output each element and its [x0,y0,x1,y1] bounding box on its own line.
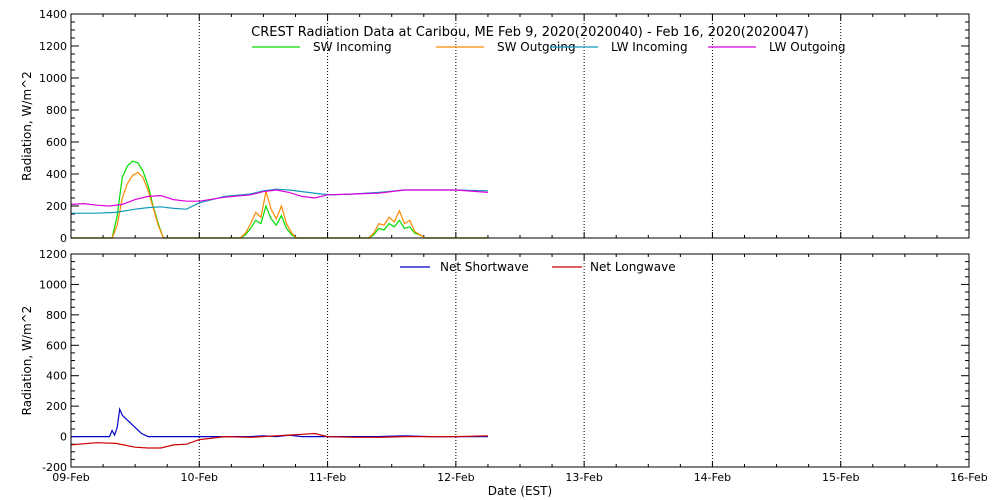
series-line-sw-outgoing [71,171,488,239]
x-tick-label: 09-Feb [52,471,89,484]
series-line-lw-outgoing [70,189,488,207]
y-tick-label: 800 [46,104,67,117]
legend-label: LW Outgoing [769,40,846,54]
upper-panel-sw-lw: 0 200 400 600 800 1000 1200 1400 Radiation, W/m^… [20,8,970,245]
plot-frame [70,13,970,239]
x-tick-label: 10-Feb [181,471,218,484]
legend-label: SW Outgoing [497,40,576,54]
x-tick-label: 13-Feb [565,471,602,484]
y-tick-label: 1000 [39,278,67,291]
lower-panel-net: -200 0 200 400 600 800 1000 1200 Radiation, W/m^… [20,248,970,474]
x-axis-label: Date (EST) [488,484,552,498]
y-tick-label: 400 [46,370,67,383]
y-tick-label: 1200 [39,248,67,261]
y-tick-label: 1200 [39,40,67,53]
x-tick-label: 16-Feb [950,471,987,484]
x-tick-label: 12-Feb [437,471,474,484]
y-tick-label: -200 [42,461,67,474]
x-tick-label: 15-Feb [822,471,859,484]
y-axis-label: Radiation, W/m^2 [20,306,34,416]
chart-title: CREST Radiation Data at Caribou, ME Feb … [251,25,809,40]
legend-label: SW Incoming [313,40,392,54]
series-line-net-longwave [70,432,488,449]
y-tick-label: 200 [46,200,67,213]
y-axis-label: Radiation, W/m^2 [20,71,34,181]
y-tick-label: 0 [60,232,67,245]
y-tick-label: 200 [46,400,67,413]
x-tick-label: 14-Feb [694,471,731,484]
y-tick-label: 1400 [39,8,67,21]
legend-label: Net Longwave [590,260,676,274]
y-tick-label: 800 [46,309,67,322]
x-tick-label: 11-Feb [309,471,346,484]
series-line-net-shortwave [71,406,488,438]
y-tick-label: 0 [60,431,67,444]
y-tick-label: 600 [46,339,67,352]
x-axis-tick-labels: 09-Feb 10-Feb 11-Feb 12-Feb 13-Feb 14-Feb 15-F… [52,471,987,484]
series-line-sw-incoming [71,160,488,239]
plot-frame [70,253,970,468]
legend-label: LW Incoming [611,40,688,54]
y-tick-label: 600 [46,136,67,149]
legend-label: Net Shortwave [440,260,529,274]
y-tick-label: 400 [46,168,67,181]
y-tick-label: 1000 [39,72,67,85]
